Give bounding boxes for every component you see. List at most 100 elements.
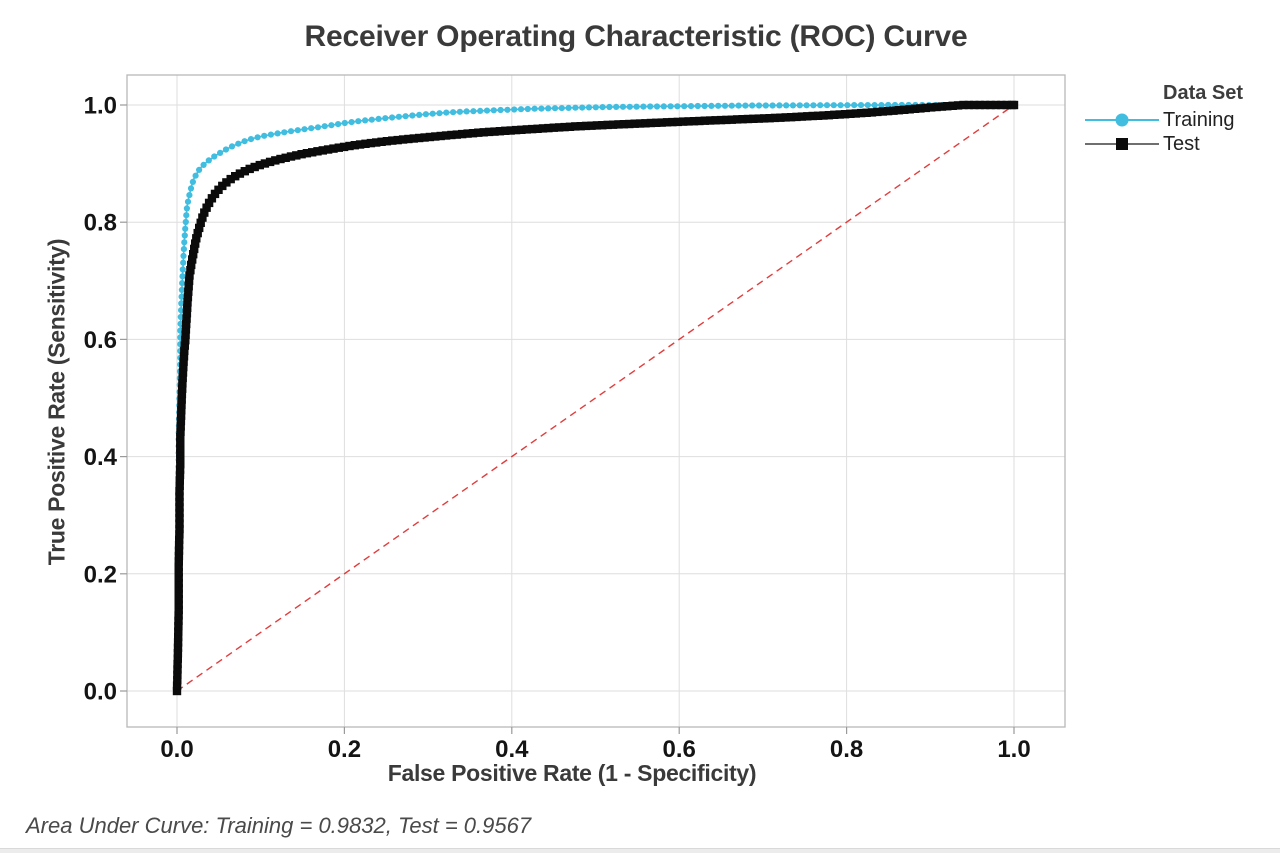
y-axis-label: True Positive Rate (Sensitivity) bbox=[43, 238, 70, 566]
test-point-marker bbox=[174, 627, 183, 636]
x-tick-label: 0.2 bbox=[328, 736, 361, 763]
test-point-marker bbox=[490, 127, 499, 136]
test-point-marker bbox=[361, 139, 370, 148]
test-point-marker bbox=[313, 147, 322, 156]
test-point-marker bbox=[176, 422, 185, 431]
test-point-marker bbox=[195, 223, 204, 233]
training-point-marker bbox=[205, 157, 212, 164]
training-point-marker bbox=[409, 112, 416, 119]
x-tick-label: 0.6 bbox=[663, 736, 696, 763]
training-point-marker bbox=[687, 103, 695, 110]
training-point-marker bbox=[477, 107, 484, 114]
training-point-marker bbox=[254, 134, 261, 141]
training-point-marker bbox=[599, 104, 606, 111]
training-point-marker bbox=[314, 124, 322, 131]
test-point-marker bbox=[673, 117, 682, 127]
test-point-marker bbox=[202, 203, 211, 212]
test-point-marker bbox=[937, 102, 947, 111]
training-point-marker bbox=[490, 107, 497, 114]
training-point-marker bbox=[653, 103, 661, 110]
test-point-marker bbox=[803, 112, 812, 121]
test-point-marker bbox=[175, 524, 184, 534]
test-point-marker bbox=[603, 120, 612, 130]
test-point-marker bbox=[415, 133, 424, 143]
training-point-marker bbox=[851, 102, 858, 109]
test-point-marker bbox=[182, 314, 191, 323]
training-point-marker bbox=[222, 146, 230, 153]
training-point-marker bbox=[196, 166, 203, 173]
training-point-marker bbox=[857, 102, 865, 109]
training-point-marker bbox=[721, 102, 729, 109]
test-point-marker bbox=[760, 114, 769, 123]
test-point-marker bbox=[1002, 100, 1011, 110]
test-point-marker bbox=[174, 611, 183, 620]
test-point-marker bbox=[175, 514, 184, 523]
training-point-marker bbox=[178, 286, 185, 293]
test-point-marker bbox=[175, 476, 184, 485]
test-point-marker bbox=[187, 260, 196, 270]
test-point-marker bbox=[308, 148, 317, 157]
test-point-marker bbox=[276, 154, 285, 164]
test-point-marker bbox=[176, 449, 185, 458]
training-point-marker bbox=[517, 106, 525, 113]
test-point-marker bbox=[867, 108, 877, 117]
training-point-marker bbox=[177, 313, 184, 321]
test-point-marker bbox=[436, 131, 445, 141]
test-point-marker bbox=[207, 194, 217, 203]
training-point-marker bbox=[742, 102, 749, 109]
training-point-marker bbox=[267, 131, 274, 138]
training-point-marker bbox=[701, 102, 708, 110]
test-point-marker bbox=[463, 129, 472, 138]
test-point-marker bbox=[175, 470, 185, 480]
test-point-marker bbox=[921, 103, 930, 113]
test-point-marker bbox=[662, 118, 672, 127]
training-point-marker bbox=[395, 113, 402, 120]
test-point-marker bbox=[329, 144, 338, 153]
training-point-marker bbox=[647, 103, 654, 110]
training-point-marker bbox=[308, 125, 315, 132]
test-point-marker bbox=[943, 102, 952, 111]
test-point-marker bbox=[178, 379, 187, 388]
test-point-marker bbox=[749, 114, 758, 123]
test-point-marker bbox=[916, 104, 925, 113]
training-point-marker bbox=[180, 252, 187, 259]
test-point-marker bbox=[190, 244, 199, 254]
test-point-marker bbox=[970, 100, 979, 110]
bottom-edge bbox=[0, 848, 1280, 853]
test-point-marker bbox=[738, 115, 747, 124]
test-point-marker bbox=[592, 121, 602, 130]
training-point-marker bbox=[531, 105, 538, 112]
test-point-marker bbox=[980, 100, 990, 110]
training-point-marker bbox=[640, 103, 647, 110]
test-point-marker bbox=[173, 643, 183, 652]
test-point-marker bbox=[781, 113, 790, 122]
training-point-marker bbox=[579, 104, 586, 111]
training-point-marker bbox=[402, 113, 409, 120]
test-point-marker bbox=[174, 605, 183, 615]
test-point-marker bbox=[339, 142, 349, 152]
test-point-marker bbox=[905, 105, 914, 114]
training-point-marker bbox=[178, 300, 185, 307]
training-point-marker bbox=[187, 185, 195, 192]
legend-item-test: Test bbox=[1085, 132, 1243, 156]
test-point-marker bbox=[619, 120, 629, 129]
test-point-marker bbox=[581, 121, 591, 131]
training-point-marker bbox=[606, 103, 613, 111]
x-tick-label: 0.8 bbox=[830, 736, 863, 763]
test-point-marker bbox=[179, 362, 188, 372]
test-point-marker bbox=[174, 562, 183, 571]
test-point-marker bbox=[522, 125, 531, 134]
test-point-marker bbox=[245, 164, 254, 174]
test-point-marker bbox=[657, 118, 666, 127]
test-point-marker bbox=[174, 632, 183, 642]
training-point-marker bbox=[274, 130, 281, 137]
test-point-marker bbox=[398, 135, 408, 144]
test-point-marker bbox=[797, 112, 807, 121]
test-point-marker bbox=[174, 616, 183, 625]
training-point-marker bbox=[592, 104, 599, 111]
test-point-marker bbox=[173, 659, 182, 669]
test-point-marker bbox=[174, 551, 184, 561]
training-point-marker bbox=[341, 119, 348, 127]
test-point-marker bbox=[174, 557, 183, 566]
training-point-marker bbox=[823, 102, 831, 109]
